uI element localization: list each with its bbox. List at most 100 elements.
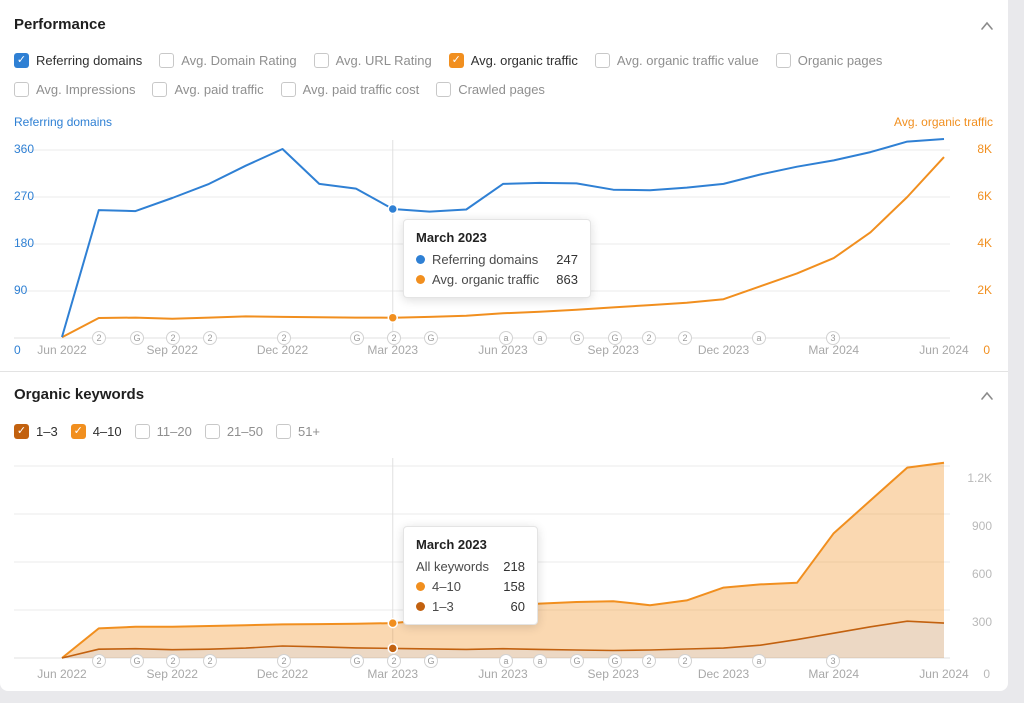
tooltip-row-value: 247 (556, 252, 578, 267)
checkbox-unchecked-icon[interactable] (775, 53, 791, 68)
y-tick-right: 2K (977, 283, 992, 297)
event-marker-G[interactable]: G (424, 331, 438, 345)
event-marker-2[interactable]: 2 (203, 654, 217, 668)
event-marker-2[interactable]: 2 (678, 331, 692, 345)
checkbox-unchecked-icon[interactable] (436, 82, 452, 97)
tooltip-row-label: All keywords (416, 559, 489, 574)
performance-r2-filter-3[interactable]: Crawled pages (436, 82, 545, 97)
x-tick-month: Sep 2022 (146, 667, 198, 681)
event-marker-2[interactable]: 2 (203, 331, 217, 345)
filter-label: Avg. organic traffic value (616, 53, 759, 68)
event-marker-G[interactable]: G (570, 331, 584, 345)
x-tick-month: Jun 2024 (919, 343, 969, 357)
checkbox-checked-icon[interactable]: ✓ (448, 53, 464, 68)
event-marker-2[interactable]: 2 (166, 654, 180, 668)
filter-label: 21–50 (226, 424, 263, 439)
hover-point-dot (387, 617, 398, 629)
event-marker-2[interactable]: 2 (166, 331, 180, 345)
checkbox-unchecked-icon[interactable] (313, 53, 329, 68)
event-marker-G[interactable]: G (130, 331, 144, 345)
checkbox-unchecked-icon[interactable] (275, 424, 291, 439)
performance-hover-tooltip: March 2023 Referring domains 247 Avg. or… (403, 219, 591, 298)
tooltip-row-value: 218 (503, 559, 525, 574)
y-tick-left: 180 (14, 236, 35, 250)
event-marker-2[interactable]: 2 (277, 654, 291, 668)
performance-r1-filter-4[interactable]: Avg. organic traffic value (594, 53, 759, 68)
event-marker-2[interactable]: 2 (387, 331, 401, 345)
performance-r1-filter-0[interactable]: ✓ Referring domains (14, 53, 142, 68)
tooltip-row: Referring domains 247 (416, 252, 578, 267)
checkbox-checked-icon[interactable]: ✓ (14, 424, 29, 439)
checkbox-unchecked-icon[interactable] (204, 424, 220, 439)
y-tick-right: 300 (971, 615, 992, 629)
event-marker-a[interactable]: a (499, 331, 513, 345)
checkbox-unchecked-icon[interactable] (594, 53, 610, 68)
line-1-3-keywords (61, 620, 945, 659)
tooltip-row-label: 4–10 (432, 579, 461, 594)
y-tick-zero-right: 0 (983, 343, 990, 357)
x-tick-month: Mar 2023 (367, 667, 419, 681)
x-tick-month: Mar 2024 (808, 667, 860, 681)
event-marker-2[interactable]: 2 (277, 331, 291, 345)
checkbox-unchecked-icon[interactable] (280, 82, 296, 97)
x-tick-month: Dec 2022 (256, 343, 309, 357)
organic-filter-2[interactable]: 11–20 (134, 424, 192, 439)
checkbox-unchecked-icon[interactable] (159, 53, 175, 68)
checkbox-unchecked-icon[interactable] (152, 82, 168, 97)
event-marker-G[interactable]: G (350, 654, 364, 668)
performance-filters-row1: ✓ Referring domains Avg. Domain Rating Avg.… (14, 53, 882, 68)
event-marker-3[interactable]: 3 (826, 331, 840, 345)
event-marker-a[interactable]: a (752, 654, 766, 668)
performance-r1-filter-3[interactable]: ✓ Avg. organic traffic (448, 53, 578, 68)
event-marker-G[interactable]: G (130, 654, 144, 668)
event-marker-3[interactable]: 3 (826, 654, 840, 668)
event-marker-G[interactable]: G (350, 331, 364, 345)
event-marker-2[interactable]: 2 (387, 654, 401, 668)
organic-filter-3[interactable]: 21–50 (204, 424, 263, 439)
performance-r2-filter-1[interactable]: Avg. paid traffic (152, 82, 264, 97)
event-marker-a[interactable]: a (533, 654, 547, 668)
filter-label: Avg. Impressions (36, 82, 136, 97)
organic-collapse-chevron-up-icon[interactable] (980, 391, 994, 401)
event-marker-G[interactable]: G (608, 331, 622, 345)
performance-filters-row2: Avg. Impressions Avg. paid traffic Avg. pa… (14, 82, 545, 97)
tooltip-row: Avg. organic traffic 863 (416, 272, 578, 287)
y-tick-right: 6K (977, 189, 992, 203)
performance-r2-filter-0[interactable]: Avg. Impressions (14, 82, 135, 97)
performance-r1-filter-1[interactable]: Avg. Domain Rating (159, 53, 297, 68)
tooltip-row-label: Referring domains (432, 252, 539, 267)
event-marker-a[interactable]: a (499, 654, 513, 668)
checkbox-unchecked-icon[interactable] (14, 82, 29, 97)
filter-label: Avg. Domain Rating (181, 53, 297, 68)
area-1-3 (62, 621, 944, 658)
performance-r1-filter-5[interactable]: Organic pages (775, 53, 882, 68)
event-marker-a[interactable]: a (533, 331, 547, 345)
event-marker-G[interactable]: G (570, 654, 584, 668)
performance-r1-filter-2[interactable]: Avg. URL Rating (313, 53, 432, 68)
checkbox-checked-icon[interactable]: ✓ (70, 424, 86, 439)
performance-r2-filter-2[interactable]: Avg. paid traffic cost (280, 82, 419, 97)
checkbox-unchecked-icon[interactable] (134, 424, 150, 439)
event-marker-a[interactable]: a (752, 331, 766, 345)
organic-filter-1[interactable]: ✓ 4–10 (70, 424, 122, 439)
event-marker-2[interactable]: 2 (92, 654, 106, 668)
x-tick-month: Jun 2022 (37, 667, 87, 681)
event-marker-2[interactable]: 2 (678, 654, 692, 668)
x-tick-month: Dec 2023 (697, 667, 750, 681)
x-tick-month: Sep 2023 (587, 667, 639, 681)
checkbox-checked-icon[interactable]: ✓ (14, 53, 29, 68)
section-divider (0, 371, 1008, 372)
event-marker-G[interactable]: G (608, 654, 622, 668)
event-marker-2[interactable]: 2 (642, 331, 656, 345)
performance-collapse-chevron-up-icon[interactable] (980, 21, 994, 31)
organic-filter-0[interactable]: ✓ 1–3 (14, 424, 58, 439)
x-tick-month: Sep 2023 (587, 343, 639, 357)
y-tick-right: 1.2K (967, 471, 992, 485)
event-marker-G[interactable]: G (424, 654, 438, 668)
filter-label: 1–3 (36, 424, 58, 439)
y-tick-zero-left: 0 (14, 343, 21, 357)
event-marker-2[interactable]: 2 (642, 654, 656, 668)
report-panel: Performance ✓ Referring domains Avg. Domai… (0, 0, 1008, 691)
organic-filter-4[interactable]: 51+ (275, 424, 320, 439)
event-marker-2[interactable]: 2 (92, 331, 106, 345)
